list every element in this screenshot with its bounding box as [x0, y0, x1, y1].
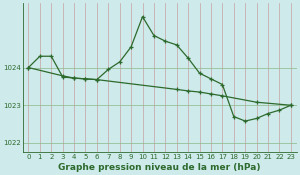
X-axis label: Graphe pression niveau de la mer (hPa): Graphe pression niveau de la mer (hPa) [58, 163, 261, 172]
